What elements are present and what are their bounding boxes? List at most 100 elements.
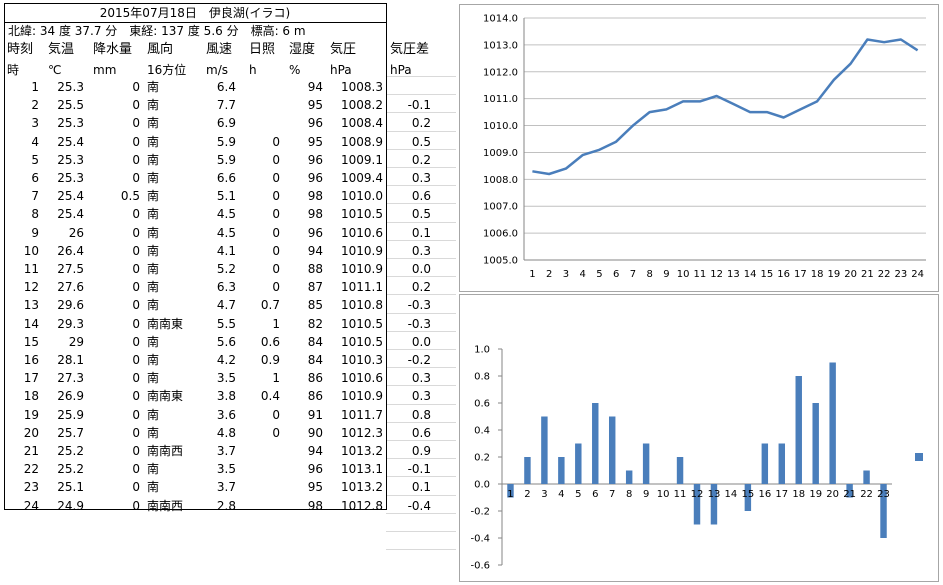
cell-hour: 10 xyxy=(23,243,39,258)
cell-wspd: 5.9 xyxy=(216,152,236,167)
cell-wdir: 南 xyxy=(147,225,160,240)
cell-rain: 0 xyxy=(132,152,140,167)
cell-sun: 0 xyxy=(272,207,280,222)
cell-temp: 25.2 xyxy=(57,462,84,477)
bar xyxy=(676,457,684,484)
cell-wspd: 4.5 xyxy=(216,207,236,222)
cell-temp: 24.9 xyxy=(57,498,84,513)
x-tick-label: 15 xyxy=(742,489,755,500)
cell-rain: 0 xyxy=(132,334,140,349)
cell-hour: 19 xyxy=(23,407,39,422)
x-tick-label: 7 xyxy=(609,489,615,500)
cell-hour: 14 xyxy=(23,316,39,331)
cell-sun: 0 xyxy=(272,189,280,204)
x-tick-label: 1 xyxy=(507,489,513,500)
y-tick-label: -0.2 xyxy=(470,507,490,518)
cell-rain: 0 xyxy=(132,207,140,222)
cell-diff: -0.3 xyxy=(407,316,431,331)
cell-rain: 0 xyxy=(132,498,140,513)
cell-press: 1010.9 xyxy=(341,262,383,276)
bar xyxy=(778,443,786,484)
cell-temp: 25.2 xyxy=(57,444,84,458)
y-tick-label: -0.4 xyxy=(470,534,490,545)
cell-sun: 0 xyxy=(272,425,280,440)
cell-diff: 0.3 xyxy=(411,243,431,258)
cell-hum: 94 xyxy=(307,80,323,94)
bar xyxy=(744,484,752,511)
cell-hour: 9 xyxy=(31,225,39,240)
cell-sun xyxy=(246,460,280,478)
y-tick-label: 1007.0 xyxy=(483,202,518,213)
cell-hum: 96 xyxy=(307,225,323,240)
grid-line xyxy=(386,385,456,387)
cell-hum: 95 xyxy=(307,480,323,495)
cell-wdir: 南南東 xyxy=(147,316,184,331)
cell-temp: 25.4 xyxy=(57,189,84,204)
cell-hour: 8 xyxy=(31,207,39,222)
cell-temp: 25.3 xyxy=(57,152,84,167)
cell-hum: 96 xyxy=(307,171,323,185)
column-unit-diff: hPa xyxy=(390,63,412,77)
cell-wdir: 南南西 xyxy=(147,498,184,513)
cell-wspd: 6.6 xyxy=(216,171,236,185)
cell-sun: 1 xyxy=(272,371,280,386)
cell-sun xyxy=(246,442,280,460)
cell-diff: 0.9 xyxy=(411,444,431,458)
x-tick-label: 17 xyxy=(775,489,788,500)
x-tick-label: 18 xyxy=(792,489,805,500)
cell-hour: 4 xyxy=(31,134,39,149)
cell-diff: -0.1 xyxy=(407,462,431,477)
cell-press: 1013.1 xyxy=(341,462,383,477)
cell-wdir: 南 xyxy=(147,189,160,204)
cell-hour: 17 xyxy=(23,371,39,386)
cell-temp: 25.3 xyxy=(57,116,84,131)
cell-rain: 0 xyxy=(132,280,140,295)
x-tick-label: 19 xyxy=(809,489,822,500)
x-tick-label: 10 xyxy=(677,269,690,280)
grid-line xyxy=(386,294,456,296)
cell-diff: 0.1 xyxy=(411,225,431,240)
y-tick-label: 1014.0 xyxy=(483,14,518,25)
cell-rain: 0 xyxy=(132,462,140,477)
cell-diff: -0.3 xyxy=(407,298,431,313)
cell-wdir: 南南西 xyxy=(147,444,184,458)
x-tick-label: 3 xyxy=(563,269,569,280)
cell-wspd: 5.2 xyxy=(216,262,236,276)
x-tick-label: 6 xyxy=(592,489,598,500)
y-tick-label: 0.2 xyxy=(474,453,490,464)
x-tick-label: 12 xyxy=(710,269,723,280)
x-tick-label: 17 xyxy=(794,269,807,280)
grid-line xyxy=(386,76,456,77)
bar xyxy=(625,470,633,484)
bar xyxy=(863,470,870,484)
cell-hum: 95 xyxy=(307,98,323,113)
cell-sun xyxy=(246,114,280,132)
cell-hum: 82 xyxy=(307,316,323,331)
cell-diff: 0.8 xyxy=(411,407,431,422)
cell-diff: 0.5 xyxy=(411,134,431,149)
cell-press: 1010.5 xyxy=(341,316,383,331)
cell-diff: -0.1 xyxy=(407,98,431,113)
grid-line xyxy=(386,531,456,532)
x-tick-label: 10 xyxy=(657,489,670,500)
cell-sun xyxy=(246,96,280,114)
cell-hour: 2 xyxy=(31,98,39,113)
cell-diff: 0.3 xyxy=(411,389,431,404)
cell-rain: 0 xyxy=(132,389,140,404)
cell-hum: 96 xyxy=(307,462,323,477)
x-tick-label: 13 xyxy=(727,269,740,280)
x-tick-label: 8 xyxy=(646,269,652,280)
cell-hum: 88 xyxy=(307,262,323,276)
cell-temp: 28.1 xyxy=(57,353,84,367)
y-tick-label: 1011.0 xyxy=(483,94,518,105)
cell-press: 1010.6 xyxy=(341,225,383,240)
y-tick-label: 0.6 xyxy=(474,399,490,410)
x-tick-label: 5 xyxy=(596,269,602,280)
bar xyxy=(507,484,514,498)
x-tick-label: 23 xyxy=(877,489,890,500)
cell-temp: 25.5 xyxy=(57,98,84,113)
x-tick-label: 9 xyxy=(643,489,649,500)
cell-hour: 6 xyxy=(31,171,39,185)
y-tick-label: 1013.0 xyxy=(483,40,518,51)
y-tick-label: 1.0 xyxy=(474,345,490,356)
